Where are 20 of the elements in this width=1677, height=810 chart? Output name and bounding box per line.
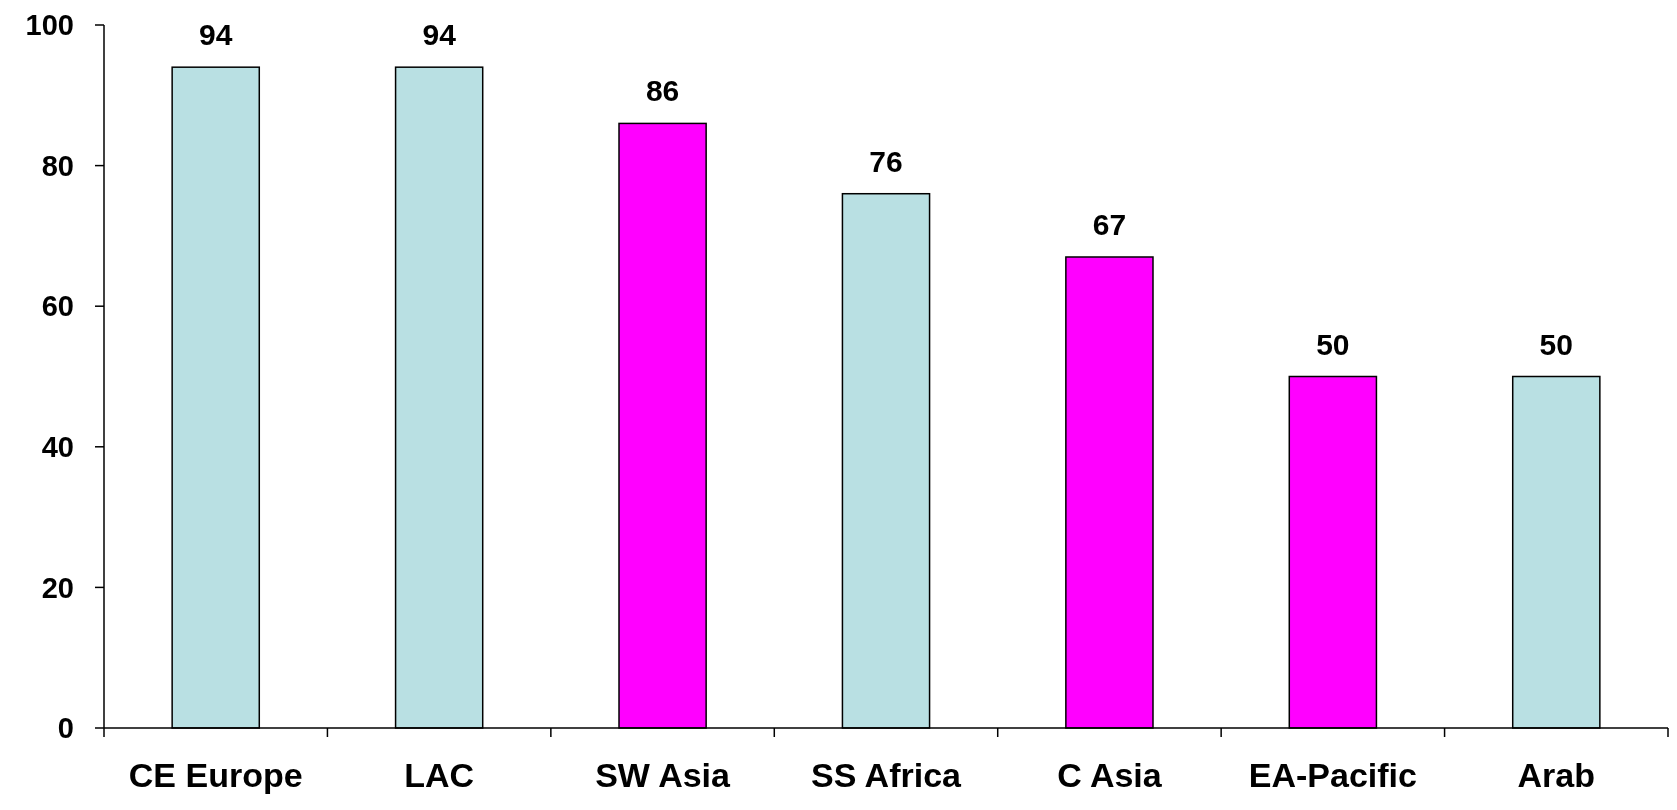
data-label: 50 — [1539, 327, 1573, 361]
data-label: 94 — [199, 18, 233, 52]
x-tick-label: EA-Pacific — [1248, 756, 1417, 794]
data-label: 76 — [869, 144, 903, 178]
y-tick-label: 100 — [25, 9, 74, 42]
y-tick-label: 0 — [57, 712, 74, 745]
data-label: 67 — [1092, 207, 1127, 241]
y-tick-label: 60 — [41, 290, 74, 323]
x-tick-label: SW Asia — [595, 756, 732, 794]
y-tick-label: 80 — [41, 149, 74, 182]
x-tick-label: C Asia — [1057, 756, 1163, 794]
data-label: 94 — [422, 18, 457, 52]
x-tick-label: Arab — [1517, 756, 1596, 794]
x-tick-label: LAC — [404, 756, 475, 794]
x-tick-label: CE Europe — [128, 756, 303, 794]
data-label: 50 — [1316, 327, 1350, 361]
x-tick-label: SS Africa — [811, 756, 963, 794]
data-label: 86 — [645, 74, 680, 108]
y-tick-label: 20 — [41, 571, 74, 604]
y-tick-label: 40 — [41, 430, 74, 463]
